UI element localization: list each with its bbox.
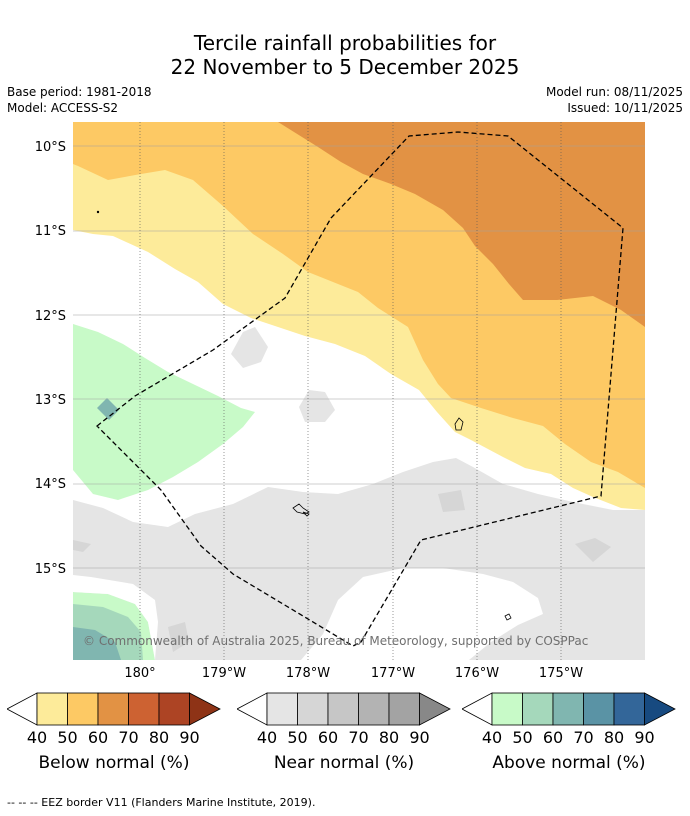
island-c <box>302 511 310 517</box>
colorbar-near-tick-60: 60 <box>318 728 338 747</box>
lon-label-177w: 177°W <box>371 666 415 681</box>
colorbar-below-tick-60: 60 <box>88 728 108 747</box>
lat-label-13s: 13°S <box>35 393 66 408</box>
colorbar-above-tick-70: 70 <box>573 728 593 747</box>
model-run: Model run: 08/11/2025 <box>545 85 683 99</box>
colorbar-below-swatch-40 <box>36 692 68 726</box>
colorbar-below-swatch-50 <box>67 692 99 726</box>
lon-label-178w: 178°W <box>286 666 330 681</box>
colorbar-near-swatch-70 <box>358 692 390 726</box>
colorbar-near-swatch-60 <box>327 692 359 726</box>
colorbar-above-swatch-90 <box>644 692 676 726</box>
lon-axis: 180° 179°W 178°W 177°W 176°W 175°W <box>124 666 583 681</box>
eez-border <box>96 131 624 647</box>
lat-label-10s: 10°S <box>35 140 66 155</box>
colorbar-above-tick-60: 60 <box>543 728 563 747</box>
colorbar-near-tick-70: 70 <box>348 728 368 747</box>
colorbar-above-tick-40: 40 <box>482 728 502 747</box>
colorbar-below-tick-70: 70 <box>118 728 138 747</box>
island-a <box>454 417 464 431</box>
colorbar-below-tick-50: 50 <box>57 728 77 747</box>
island-b <box>292 503 310 515</box>
island-e <box>96 210 100 214</box>
colorbar-below-label: Below normal (%) <box>38 753 190 773</box>
eez-legend-note: -- -- -- EEZ border V11 (Flanders Marine… <box>7 796 316 809</box>
colorbar-above-tick-90: 90 <box>634 728 654 747</box>
colorbar-below-tick-80: 80 <box>149 728 169 747</box>
island-d <box>504 613 512 621</box>
region-no-signal-a <box>301 568 543 660</box>
colorbar-above-swatch-80 <box>613 692 645 726</box>
copyright-text: © Commonwealth of Australia 2025, Bureau… <box>83 634 588 648</box>
region-near-50-60-a <box>438 490 465 512</box>
colorbar-above-label: Above normal (%) <box>492 753 646 773</box>
lat-label-14s: 14°S <box>35 477 66 492</box>
colorbar-above-swatch-70 <box>583 692 615 726</box>
latitude-gridlines <box>73 145 645 569</box>
region-no-signal-b <box>73 575 158 660</box>
lon-label-175w: 175°W <box>539 666 583 681</box>
colorbar-above-swatch-60 <box>552 692 584 726</box>
region-above-60-70-spot <box>97 398 119 420</box>
colorbar-below: 40 50 60 70 80 90 <box>7 692 221 747</box>
title-line-2: 22 November to 5 December 2025 <box>170 55 520 79</box>
colorbar-below-swatch-60 <box>97 692 129 726</box>
colorbar-above-swatch-50 <box>522 692 554 726</box>
colorbar-below-swatch-80 <box>158 692 190 726</box>
colorbar-below-tick-90: 90 <box>179 728 199 747</box>
colorbar-near-swatch-90 <box>419 692 451 726</box>
colorbar-below-swatch-90 <box>189 692 221 726</box>
lon-label-180: 180° <box>124 666 155 681</box>
region-near-40-50-blob-a <box>231 327 268 368</box>
lat-label-11s: 11°S <box>35 224 66 239</box>
colorbar-above: 40 50 60 70 80 90 <box>462 692 676 747</box>
region-above-40-50 <box>73 324 255 500</box>
lat-label-15s: 15°S <box>35 562 66 577</box>
colorbar-below-tick-40: 40 <box>27 728 47 747</box>
colorbar-near-tick-50: 50 <box>287 728 307 747</box>
lon-label-179w: 179°W <box>202 666 246 681</box>
region-above-60-70 <box>73 627 121 660</box>
colorbar-above-tick-80: 80 <box>604 728 624 747</box>
region-near-50-60-d <box>168 622 189 652</box>
lat-axis: 10°S 11°S 12°S 13°S 14°S 15°S <box>35 140 66 577</box>
colorbar-near-label: Near normal (%) <box>273 753 415 773</box>
colorbar-near-swatch-40 <box>266 692 298 726</box>
colorbar-below-swatch-70 <box>128 692 160 726</box>
colorbar-near-swatch-80 <box>388 692 420 726</box>
region-near-50-60-c <box>73 540 91 552</box>
base-period: Base period: 1981-2018 <box>7 85 152 99</box>
model-name: Model: ACCESS-S2 <box>7 101 119 115</box>
colorbar-near-tick-90: 90 <box>409 728 429 747</box>
colorbar-near-tick-80: 80 <box>379 728 399 747</box>
issued-date: Issued: 10/11/2025 <box>567 101 683 115</box>
colorbar-above-tick-50: 50 <box>512 728 532 747</box>
lat-label-12s: 12°S <box>35 309 66 324</box>
title-line-1: Tercile rainfall probabilities for <box>193 31 497 55</box>
probability-map: © Commonwealth of Australia 2025, Bureau… <box>73 122 645 660</box>
islands <box>96 210 512 621</box>
colorbar-near-swatch-50 <box>297 692 329 726</box>
lon-label-176w: 176°W <box>455 666 499 681</box>
colorbar-near: 40 50 60 70 80 90 <box>237 692 451 747</box>
colorbar-above-swatch-40 <box>491 692 523 726</box>
region-near-50-60-b <box>575 538 611 562</box>
region-below-60-70 <box>278 122 645 327</box>
colorbar-near-tick-40: 40 <box>257 728 277 747</box>
